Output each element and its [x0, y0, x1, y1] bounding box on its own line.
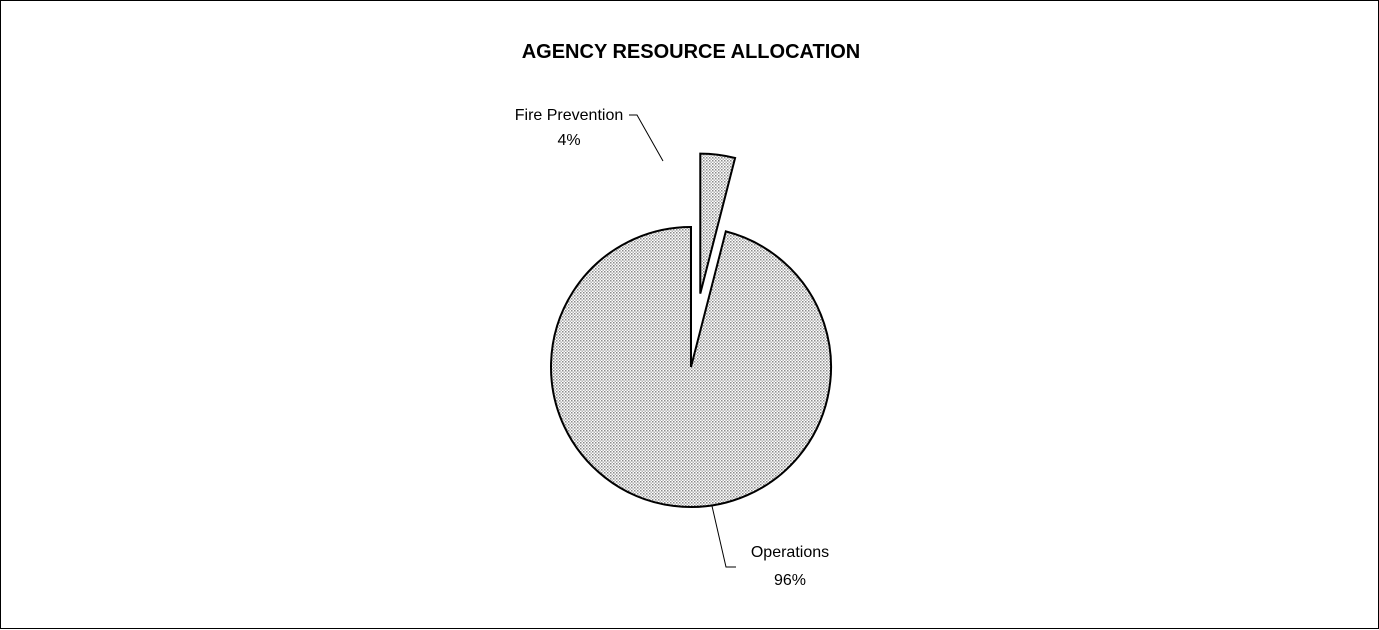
slice-label-operations-percent: 96%: [774, 572, 806, 589]
slice-label-operations-name: Operations: [751, 544, 829, 561]
slice-label-fire-prevention-name: Fire Prevention: [515, 107, 624, 124]
leader-line-operations: [711, 505, 736, 568]
pie-slice-fire-prevention: [699, 152, 737, 294]
pie-slice-operations: [550, 225, 832, 508]
chart-title: AGENCY RESOURCE ALLOCATION: [522, 41, 861, 63]
slice-label-fire-prevention-percent: 4%: [557, 132, 580, 149]
leader-lines: [629, 114, 736, 568]
pie-slices: [550, 152, 832, 508]
leader-line-fire-prevention: [629, 114, 664, 162]
